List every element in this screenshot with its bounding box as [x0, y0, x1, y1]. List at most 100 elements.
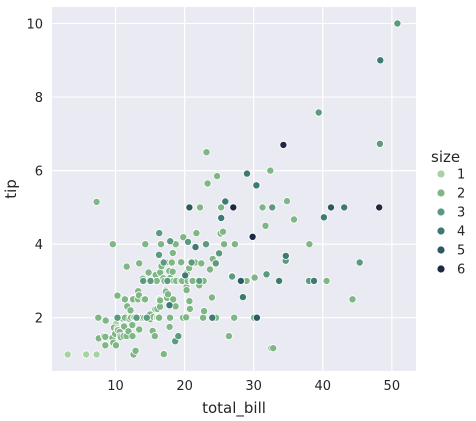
data-point-size-2: [202, 148, 211, 157]
data-point-size-2: [112, 341, 121, 350]
data-point-size-3: [268, 203, 277, 212]
data-point-size-2: [269, 344, 278, 353]
legend-entry-label: 6: [457, 263, 465, 278]
data-point-size-3: [183, 237, 192, 246]
data-point-size-3: [355, 258, 364, 267]
data-point-size-3: [187, 258, 196, 267]
y-tick-label: 6: [35, 165, 43, 180]
x-tick-label: 10: [107, 379, 124, 394]
data-point-size-2: [197, 259, 206, 268]
x-tick-label: 40: [314, 379, 331, 394]
data-point-size-3: [174, 332, 183, 341]
data-point-size-3: [201, 240, 210, 249]
data-point-size-2: [348, 295, 357, 304]
data-point-size-2: [165, 313, 174, 322]
data-point-size-1: [63, 350, 72, 359]
data-point-size-2: [163, 290, 172, 299]
legend-entry-label: 4: [457, 225, 465, 240]
data-point-size-6: [375, 203, 384, 212]
data-point-size-2: [207, 293, 216, 302]
data-point-size-5: [185, 203, 194, 212]
data-point-size-2: [168, 248, 177, 257]
data-point-size-4: [191, 243, 200, 252]
legend-marker: [436, 188, 446, 198]
data-point-size-2: [220, 240, 229, 249]
data-point-size-3: [314, 108, 323, 117]
data-point-size-2: [305, 240, 314, 249]
y-tick-label: 10: [26, 18, 43, 33]
data-points: [63, 19, 402, 359]
data-point-size-4: [181, 271, 190, 280]
data-point-size-4: [281, 251, 290, 260]
data-point-size-3: [228, 272, 237, 281]
data-point-size-2: [165, 322, 174, 331]
data-point-size-2: [113, 291, 122, 300]
data-point-size-2: [188, 276, 197, 285]
data-point-size-2: [192, 229, 201, 238]
x-axis-label: total_bill: [202, 399, 266, 418]
data-point-size-2: [182, 313, 191, 322]
legend-entry-label: 1: [457, 168, 465, 183]
data-point-size-6: [229, 203, 238, 212]
data-point-size-2: [250, 273, 259, 282]
data-point-size-2: [230, 313, 239, 322]
data-point-size-2: [167, 258, 176, 267]
data-point-size-2: [120, 295, 129, 304]
data-point-size-4: [165, 301, 174, 310]
data-point-size-2: [135, 325, 144, 334]
data-point-size-3: [142, 313, 151, 322]
data-point-size-2: [322, 276, 331, 285]
data-point-size-2: [92, 197, 101, 206]
data-point-size-2: [126, 306, 135, 315]
legend-marker: [436, 169, 446, 179]
data-point-size-2: [101, 332, 110, 341]
y-tick-label: 2: [35, 312, 43, 327]
data-point-size-4: [340, 203, 349, 212]
data-point-size-3: [375, 139, 384, 148]
x-tick-label: 50: [384, 379, 401, 394]
data-point-size-3: [211, 259, 220, 268]
data-point-size-2: [177, 258, 186, 267]
data-point-size-2: [150, 332, 159, 341]
x-tick-label: 30: [245, 379, 262, 394]
data-point-size-6: [248, 232, 257, 241]
data-point-size-4: [242, 169, 251, 178]
data-point-size-3: [195, 276, 204, 285]
data-point-size-2: [205, 265, 214, 274]
data-point-size-4: [376, 56, 385, 65]
data-point-size-2: [289, 215, 298, 224]
data-point-size-4: [221, 197, 230, 206]
data-point-size-2: [122, 262, 131, 271]
data-point-size-3: [132, 313, 141, 322]
data-point-size-2: [213, 172, 222, 181]
plot-background: [52, 7, 416, 371]
x-tick-label: 20: [176, 379, 193, 394]
data-point-size-3: [393, 19, 402, 28]
data-point-size-2: [169, 295, 178, 304]
data-point-size-4: [208, 313, 217, 322]
data-point-size-2: [101, 341, 110, 350]
data-point-size-3: [146, 276, 155, 285]
data-point-size-3: [166, 237, 175, 246]
y-axis-label: tip: [2, 179, 20, 199]
data-point-size-5: [236, 276, 245, 285]
data-point-size-2: [168, 267, 177, 276]
data-point-size-2: [155, 313, 164, 322]
data-point-size-1: [92, 350, 101, 359]
data-point-size-4: [319, 213, 328, 222]
data-point-size-2: [258, 203, 267, 212]
data-point-size-2: [101, 316, 110, 325]
data-point-size-3: [139, 276, 148, 285]
legend-marker: [436, 226, 446, 236]
data-point-size-2: [199, 313, 208, 322]
data-point-size-2: [261, 221, 270, 230]
data-point-size-2: [203, 179, 212, 188]
data-point-size-2: [179, 233, 188, 242]
legend-marker: [436, 245, 446, 255]
data-point-size-2: [224, 332, 233, 341]
data-point-size-5: [326, 203, 335, 212]
data-point-size-2: [128, 320, 137, 329]
data-point-size-2: [128, 332, 137, 341]
data-point-size-2: [156, 296, 165, 305]
